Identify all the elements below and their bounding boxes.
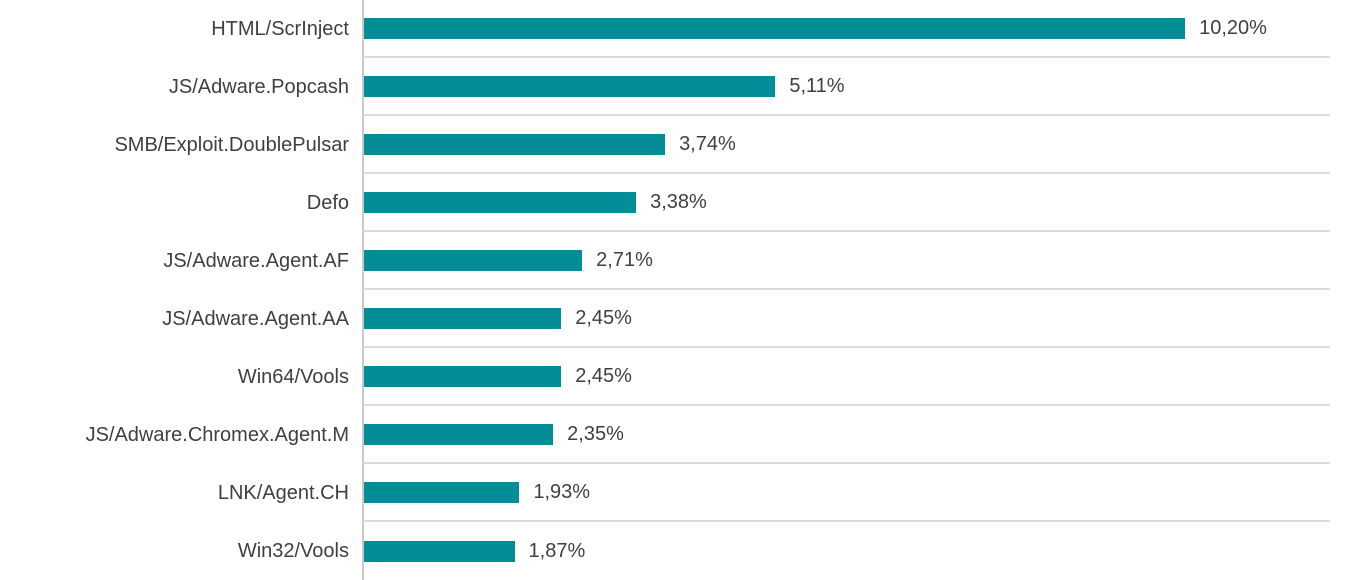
category-label: LNK/Agent.CH	[217, 481, 349, 504]
bar	[364, 365, 562, 387]
value-label: 2,71%	[596, 248, 653, 271]
category-label: JS/Adware.Chromex.Agent.M	[85, 423, 349, 446]
plot-cell: 2,35%	[362, 406, 1330, 464]
chart-row: Defo 3,38%	[0, 174, 1356, 232]
category-label: Win64/Vools	[237, 365, 349, 388]
bar	[364, 481, 520, 503]
chart-row: JS/Adware.Chromex.Agent.M 2,35%	[0, 406, 1356, 464]
chart-row: JS/Adware.Agent.AF 2,71%	[0, 232, 1356, 290]
value-label: 2,45%	[575, 306, 632, 329]
bar	[364, 191, 637, 213]
plot-cell: 2,71%	[362, 232, 1330, 290]
plot-cell: 10,20%	[362, 0, 1330, 58]
chart-row: Win64/Vools 2,45%	[0, 348, 1356, 406]
value-label: 1,87%	[528, 539, 586, 562]
value-label: 2,45%	[575, 364, 632, 387]
value-label: 10,20%	[1199, 16, 1267, 39]
plot-cell: 2,45%	[362, 348, 1330, 406]
chart-row: JS/Adware.Popcash 5,11%	[0, 58, 1356, 116]
chart-row: HTML/ScrInject 10,20%	[0, 0, 1356, 58]
value-label: 3,74%	[679, 132, 736, 155]
bar	[364, 423, 554, 445]
value-label: 5,11%	[789, 74, 845, 97]
bar	[364, 249, 583, 271]
plot-cell: 3,38%	[362, 174, 1330, 232]
plot-cell: 1,93%	[362, 464, 1330, 522]
value-label: 1,93%	[533, 480, 591, 503]
bar	[364, 75, 776, 97]
plot-cell: 2,45%	[362, 290, 1330, 348]
bar	[364, 307, 562, 329]
category-label: JS/Adware.Agent.AF	[163, 249, 349, 272]
category-label: Defo	[306, 191, 349, 214]
bar	[364, 540, 515, 562]
category-label: HTML/ScrInject	[211, 17, 349, 40]
bar	[364, 133, 666, 155]
plot-cell: 5,11%	[362, 58, 1330, 116]
chart-row: Win32/Vools 1,87%	[0, 522, 1356, 580]
chart-row: JS/Adware.Agent.AA 2,45%	[0, 290, 1356, 348]
bar	[364, 17, 1186, 39]
chart-row: SMB/Exploit.DoublePulsar 3,74%	[0, 116, 1356, 174]
chart-row: LNK/Agent.CH 1,93%	[0, 464, 1356, 522]
value-label: 2,35%	[567, 422, 624, 445]
category-label: JS/Adware.Agent.AA	[162, 307, 349, 330]
value-label: 3,38%	[650, 190, 707, 213]
plot-cell: 3,74%	[362, 116, 1330, 174]
category-label: Win32/Vools	[237, 539, 349, 562]
category-label: JS/Adware.Popcash	[168, 75, 349, 98]
category-label: SMB/Exploit.DoublePulsar	[114, 133, 349, 156]
plot-cell: 1,87%	[362, 522, 1330, 580]
